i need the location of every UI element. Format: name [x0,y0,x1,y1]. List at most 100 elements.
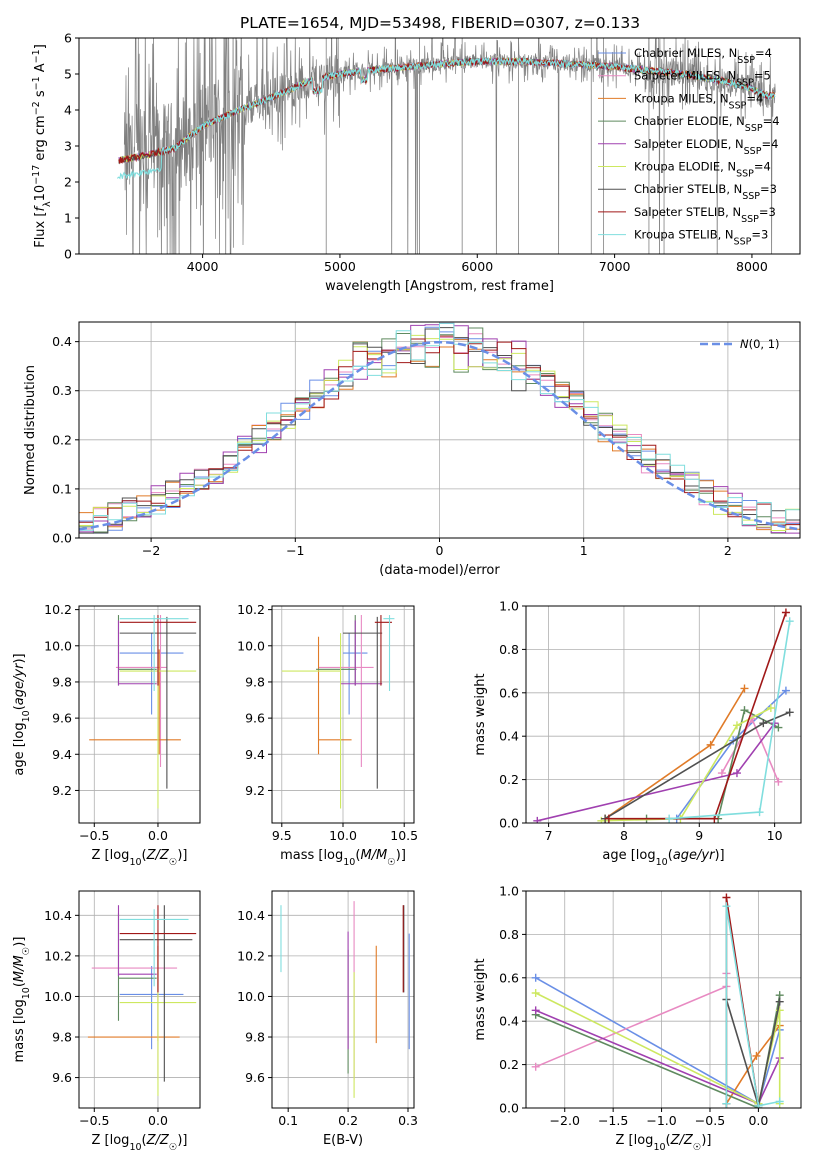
y-tick-label: 6 [64,31,72,46]
weight-line [604,711,791,820]
weight-line [601,707,772,822]
panel-mass-vs-ebv: 0.1 0.2 0.3 9.6 9.8 10.0 10.2 10.4 E(B-V) [237,890,418,1148]
weight-marker [775,1097,784,1106]
y-tick-label: 10.0 [237,989,265,1004]
y-tick-label: 0.0 [499,1101,519,1116]
plot-area [87,905,197,1096]
weight-marker [722,893,731,902]
weight-marker [531,988,540,997]
y-tick-label: 10.4 [44,908,72,923]
x-tick-label: 0.0 [148,1113,168,1128]
errorbar-point-5 [340,620,383,686]
y-tick-label: 10.2 [44,948,72,963]
weight-marker [774,723,783,732]
errorbar-point-5 [117,905,157,977]
errorbar-point-8 [119,615,197,686]
errorbar-point-8 [119,905,197,993]
weight-series-6 [531,988,784,1108]
weight-series-1 [531,973,784,1108]
legend-label: Salpeter ELODIE, NSSP=4 [634,137,778,157]
y-tick-label: 9.6 [52,1070,72,1085]
y-tick-label: 0.0 [52,531,72,546]
x-tick-label: −1 [286,543,304,558]
x-tick-label: 0.3 [398,1113,418,1128]
weight-marker [717,769,726,778]
axes-frame [78,321,801,539]
x-tick-label: 6000 [461,259,493,274]
x-axis-label: Z [log10(Z/Z☉)] [616,1133,712,1153]
x-axis-label: wavelength [Angstrom, rest frame] [325,279,554,294]
weight-marker [781,686,790,695]
plot-area [89,615,197,809]
y-axis-label: mass weight [473,673,488,755]
weight-marker [775,1006,784,1015]
y-tick-label: 9.8 [52,1030,72,1045]
weight-marker [759,719,768,728]
weight-marker [740,706,749,715]
axes-frame [271,605,415,824]
y-tick-label: 0.0 [499,816,519,831]
weight-marker [755,808,764,817]
y-tick-label: 9.6 [245,1070,265,1085]
y-tick-label: 9.8 [245,674,265,689]
plot-area [531,893,784,1108]
weight-marker [766,703,775,712]
weight-marker [604,814,613,823]
panel-mass-weight-vs-age: 7 8 9 10 0.0 0.2 0.4 0.6 0.8 1.0 age [log10(age/yr… [473,599,802,868]
y-tick-label: 1.0 [499,599,519,614]
weight-marker [533,816,542,823]
x-axis-label: E(B-V) [323,1133,363,1148]
weight-series-8 [604,608,790,823]
weight-marker [752,1051,761,1060]
errorbar-point-3 [89,649,181,755]
y-tick-label: 0.1 [52,481,72,496]
y-tick-label: 9.4 [245,747,265,762]
weight-line [535,977,781,1105]
errorbar-point-7 [343,616,383,789]
weight-line [535,973,728,1068]
y-tick-label: 0.2 [52,432,72,447]
y-axis-label: Flux [fλ10−17 erg cm−2 s−1 A−1] [31,44,53,248]
plot-area [117,38,776,254]
panel-mass-vs-Z: −0.5 0.0 9.6 9.8 10.0 10.2 10.4 Z [log10(Z/Z☉)]… [12,890,201,1153]
x-tick-label: −2 [142,543,160,558]
model-spectrum-9 [117,56,776,180]
y-tick-label: 0.2 [499,1057,519,1072]
errorbar-point-3 [87,945,180,1042]
x-tick-label: 10.5 [390,828,418,843]
weight-marker [531,1006,540,1015]
x-tick-label: 9.5 [272,828,292,843]
y-tick-label: 2 [64,175,72,190]
x-tick-label: 1 [580,543,588,558]
y-tick-label: 10.2 [237,602,265,617]
weight-marker [740,684,749,693]
spectrum-legend: Chabrier MILES, NSSP=4 Salpeter MILES, NS… [598,46,780,247]
x-tick-label: 4000 [187,259,219,274]
errorbar-point-4 [117,913,157,1021]
axes-frame [271,890,415,1109]
errorbar-point-6 [281,633,342,809]
y-tick-label: 0.8 [499,642,519,657]
axes-frame [78,605,201,824]
errorbar-point-1 [119,633,184,715]
weight-marker [732,769,741,778]
x-axis-label: age [log10(age/yr)] [602,848,724,868]
gridlines [526,890,801,1109]
residual-histogram-9 [79,322,800,531]
errorbar-point-3 [317,636,352,755]
y-tick-label: 10.0 [44,638,72,653]
weight-marker [785,708,794,717]
y-tick-label: 10.2 [237,948,265,963]
y-tick-label: 10.2 [44,602,72,617]
x-tick-label: −1.0 [646,1113,676,1128]
x-tick-label: 0.2 [338,1113,358,1128]
panel-residuals: −2 −1 0 1 2 0.0 0.1 0.2 0.3 0.4 (data-model)/error… [23,321,801,578]
x-axis-label: mass [log10(M/M☉)] [280,848,406,868]
y-tick-label: 0.2 [499,772,519,787]
y-axis-label: age [log10(age/yr)] [12,653,32,775]
errorbar-point-9 [119,615,189,691]
weight-marker [706,740,715,749]
weight-marker [531,973,540,982]
plot-area [280,901,410,1098]
